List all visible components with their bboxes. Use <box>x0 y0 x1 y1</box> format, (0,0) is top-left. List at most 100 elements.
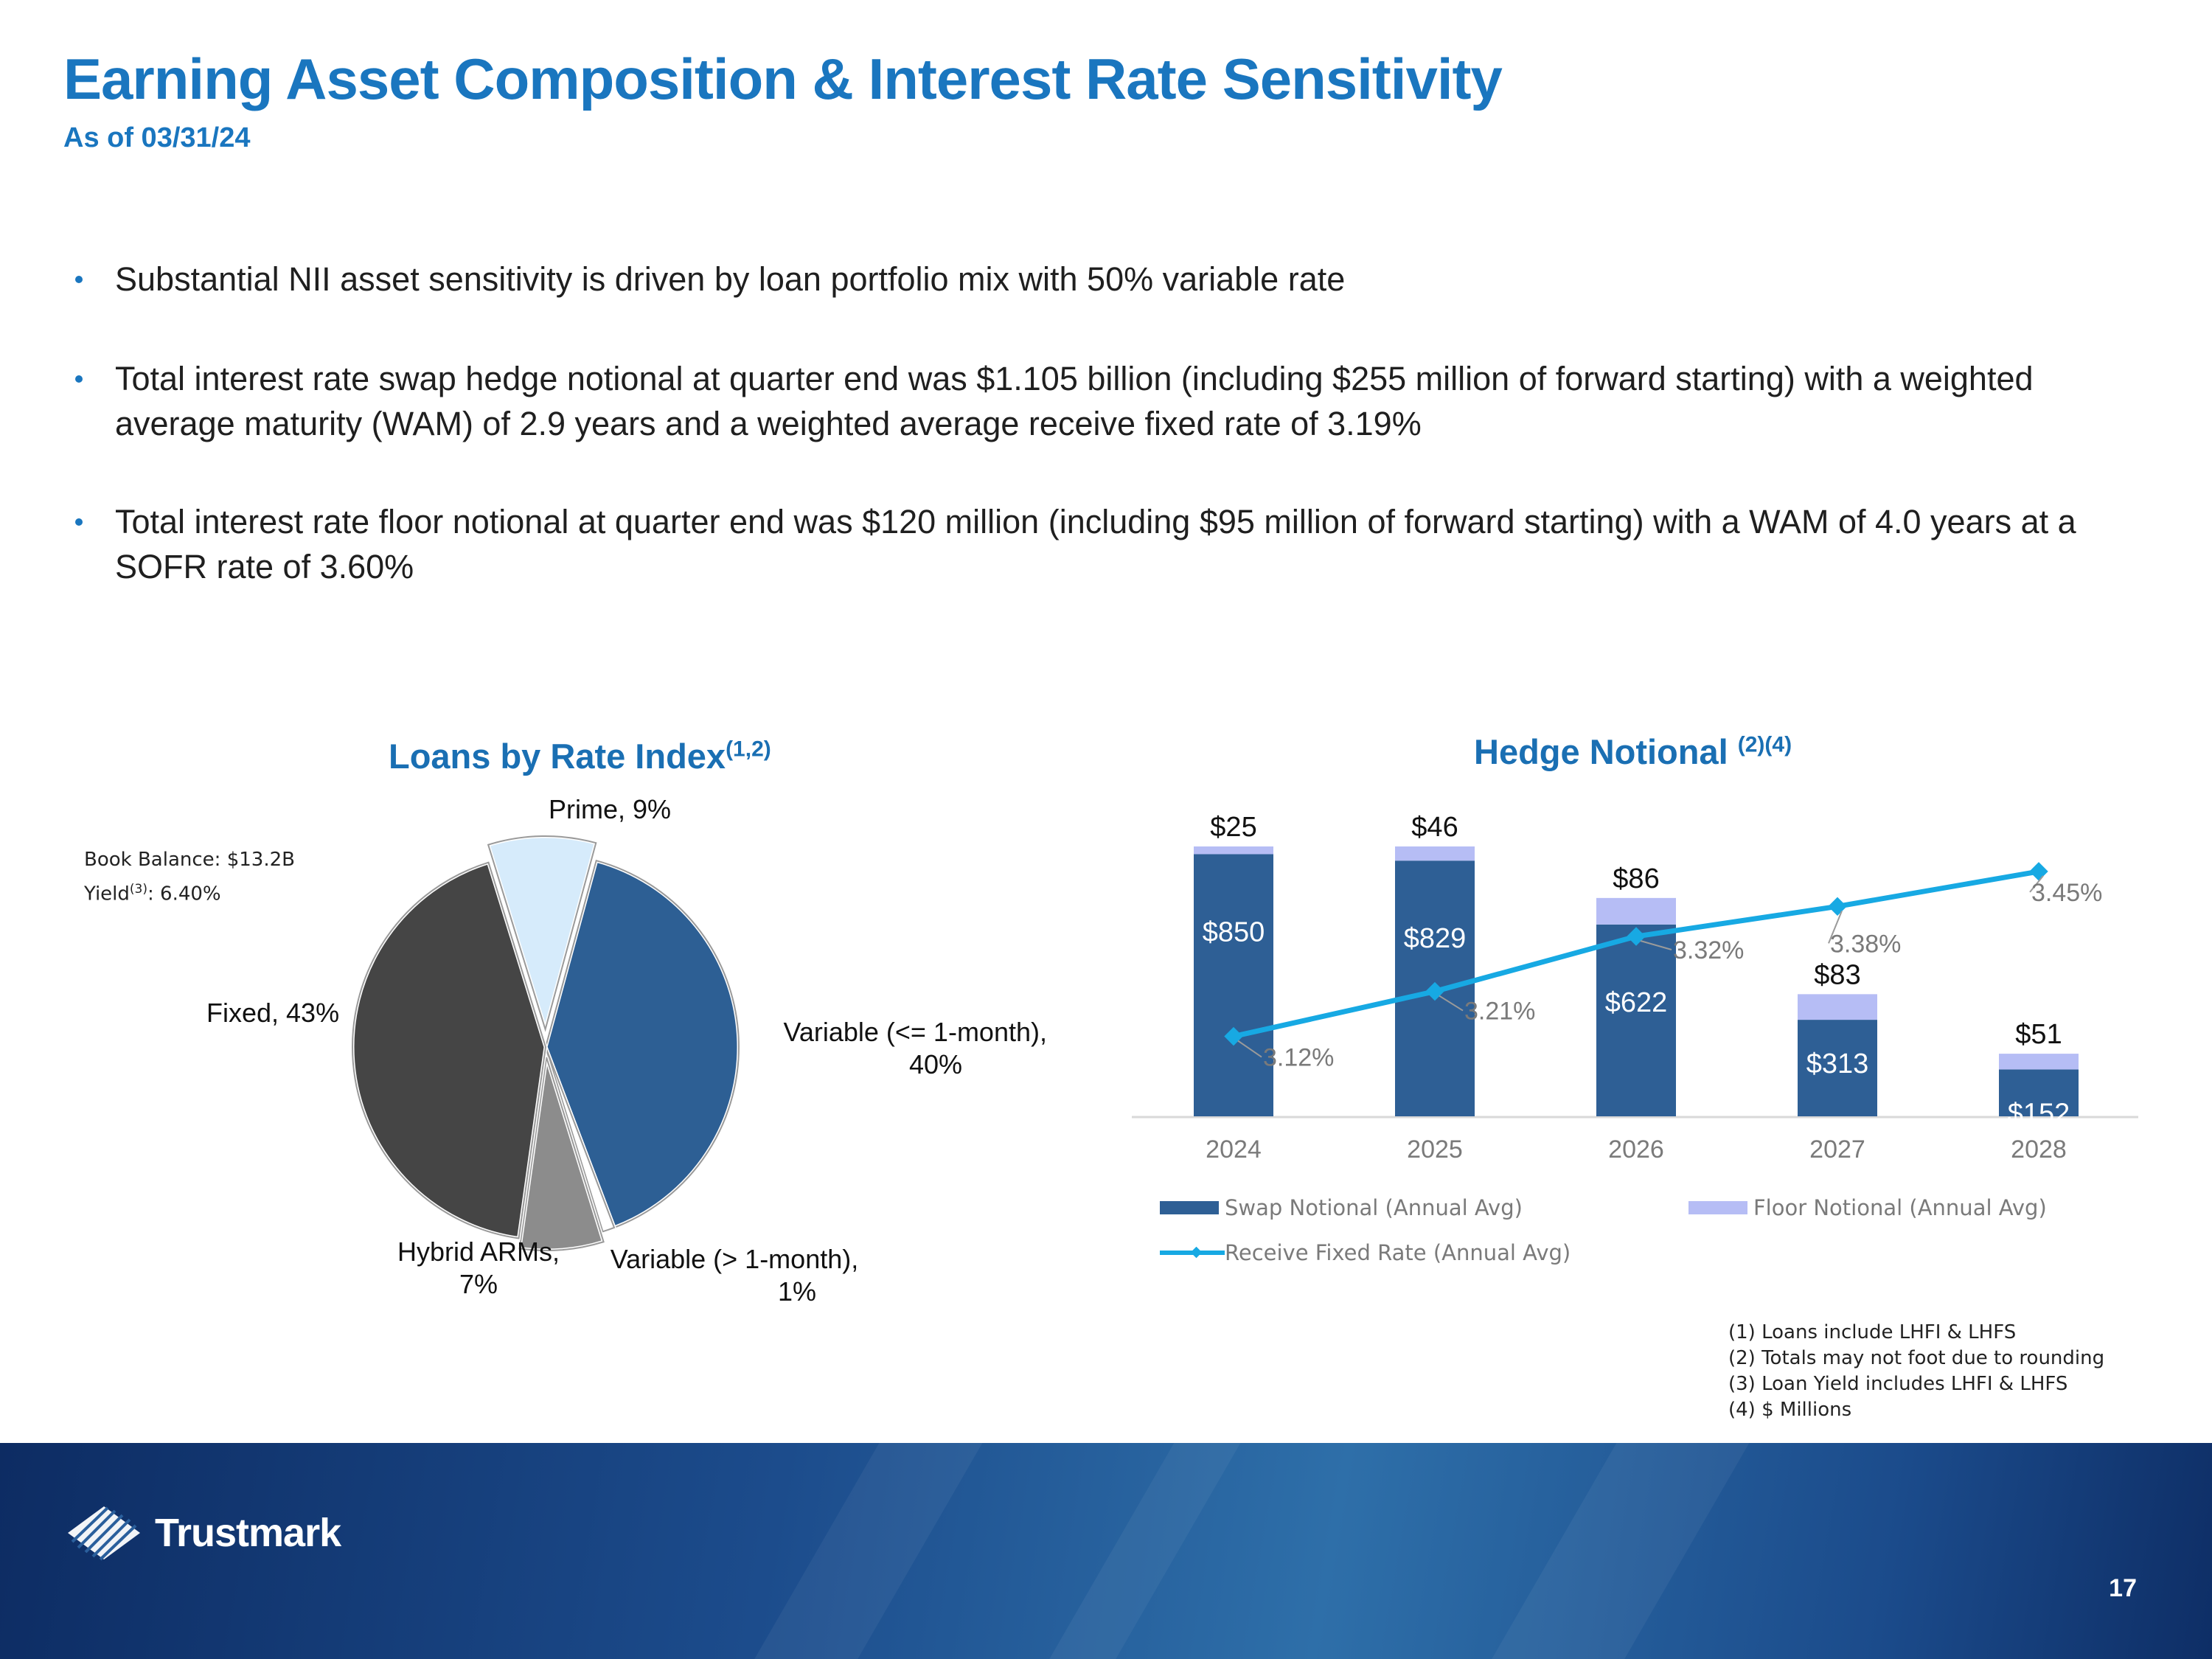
pie-chart-title: Loans by Rate Index(1,2) <box>389 736 771 776</box>
rate-label-2028: 3.45% <box>2031 879 2102 907</box>
bullet-list: Substantial NII asset sensitivity is dri… <box>74 257 2124 644</box>
pie-label-fixed: Fixed, 43% <box>206 998 340 1028</box>
loan-yield-label: Yield <box>84 883 130 905</box>
legend-swap-label: Swap Notional (Annual Avg) <box>1225 1195 1523 1220</box>
bar-floor-2024 <box>1194 846 1273 855</box>
pie-label-variable-long-line1: Variable (> 1-month), <box>610 1244 859 1274</box>
bar-swap-2024 <box>1194 854 1273 1116</box>
bar-floor-label-2025: $46 <box>1411 812 1458 843</box>
bar-swap-label-2026: $622 <box>1605 987 1668 1018</box>
bullet-dot-icon <box>75 375 83 383</box>
bullet-text: Substantial NII asset sensitivity is dri… <box>115 260 1346 298</box>
rate-leader-line <box>1828 910 1843 944</box>
pie-slice-outline-fixed <box>352 861 547 1239</box>
rate-leader-line <box>1439 995 1464 1012</box>
legend-floor-swatch <box>1688 1201 1747 1214</box>
bullet-dot-icon <box>75 518 83 526</box>
pie-label-variable-short: Variable (<= 1-month), 40% <box>767 1016 1047 1081</box>
loan-yield-sup: (3) <box>129 882 147 897</box>
bullet-text: Total interest rate swap hedge notional … <box>115 360 2034 442</box>
brand-name: Trustmark <box>155 1511 341 1555</box>
page-number: 17 <box>2109 1574 2137 1602</box>
bullet-text: Total interest rate floor notional at qu… <box>115 503 2076 585</box>
legend-swap-swatch <box>1160 1201 1219 1214</box>
loan-yield: Yield(3): 6.40% <box>84 874 295 909</box>
hedge-notional-chart: $850 $25 2024 $829 $46 2025 $622 $86 2026 $313 $83… <box>1132 812 2138 1164</box>
legend-floor-label: Floor Notional (Annual Avg) <box>1753 1195 2047 1220</box>
pie-label-variable-long-line2: 1% <box>777 1276 817 1307</box>
pie-slice-outline-variable-long <box>545 1046 616 1233</box>
pie-label-hybrid-line2: 7% <box>459 1269 498 1299</box>
book-balance: Book Balance: $13.2B <box>84 849 295 871</box>
pie-slice-outline-variable-short <box>544 859 740 1229</box>
footnote-3: (3) Loan Yield includes LHFI & LHFS <box>1728 1373 2068 1395</box>
bar-floor-2025 <box>1395 846 1475 861</box>
rate-point-2027 <box>1828 897 1847 917</box>
loan-yield-value: : 6.40% <box>147 883 221 905</box>
bullet-item: Total interest rate floor notional at qu… <box>74 499 2124 589</box>
rate-point-2028 <box>2029 862 2048 881</box>
footer-stripe <box>1463 1443 1767 1659</box>
bar-floor-label-2024: $25 <box>1210 812 1256 843</box>
bar-floor-label-2028: $51 <box>2015 1019 2062 1050</box>
pie-label-hybrid-line1: Hybrid ARMs, <box>397 1237 560 1267</box>
trustmark-logo-icon <box>68 1506 140 1561</box>
pie-chart-title-sup: (1,2) <box>726 737 771 762</box>
bar-floor-label-2027: $83 <box>1814 959 1860 990</box>
legend-floor: Floor Notional (Annual Avg) <box>1688 1195 2047 1220</box>
bar-chart-title-text: Hedge Notional <box>1474 732 1738 771</box>
bar-floor-2026 <box>1596 897 1676 925</box>
bullet-dot-icon <box>75 276 83 283</box>
bullet-item: Substantial NII asset sensitivity is dri… <box>74 257 2124 302</box>
footnote-4: (4) $ Millions <box>1728 1399 1852 1421</box>
rate-leader-line <box>2029 875 2044 893</box>
bar-swap-2028 <box>1999 1069 2079 1116</box>
pie-slice-outline-prime <box>487 835 597 1032</box>
page-title: Earning Asset Composition & Interest Rat… <box>63 46 1503 111</box>
rate-label-2027: 3.38% <box>1830 930 1901 958</box>
bar-swap-label-2028: $152 <box>2008 1098 2070 1129</box>
legend-rate-swatch <box>1160 1246 1225 1259</box>
pie-chart-title-text: Loans by Rate Index <box>389 737 726 776</box>
bar-swap-label-2024: $850 <box>1203 917 1265 947</box>
x-tick-label-2027: 2027 <box>1809 1135 1865 1164</box>
bar-floor-label-2026: $86 <box>1613 863 1659 894</box>
rate-leader-line <box>1237 1040 1262 1058</box>
footnote-1: (1) Loans include LHFI & LHFS <box>1728 1321 2017 1343</box>
rate-leader-line <box>1640 940 1672 950</box>
pie-label-hybrid: Hybrid ARMs, 7% <box>386 1236 571 1301</box>
rate-label-2024: 3.12% <box>1263 1044 1334 1072</box>
bar-floor-2028 <box>1999 1054 2079 1070</box>
footnotes: (1) Loans include LHFI & LHFS (2) Totals… <box>1728 1320 2104 1423</box>
loans-pie-chart <box>350 834 741 1253</box>
pie-label-variable-short-line2: 40% <box>908 1049 962 1079</box>
pie-label-variable-short-line1: Variable (<= 1-month), <box>783 1017 1047 1047</box>
footer-banner: Trustmark 17 <box>0 1443 2212 1659</box>
footer-stripe <box>1020 1443 1258 1659</box>
legend-rate: Receive Fixed Rate (Annual Avg) <box>1160 1240 1571 1265</box>
bar-swap-2027 <box>1798 1020 1877 1116</box>
pie-label-prime: Prime, 9% <box>549 794 672 824</box>
bullet-item: Total interest rate swap hedge notional … <box>74 356 2124 446</box>
bar-chart-title: Hedge Notional (2)(4) <box>1474 731 1792 772</box>
rate-label-2026: 3.32% <box>1673 936 1744 964</box>
book-balance-box: Book Balance: $13.2B Yield(3): 6.40% <box>84 845 295 909</box>
footnote-2: (2) Totals may not foot due to rounding <box>1728 1347 2105 1369</box>
x-tick-label-2024: 2024 <box>1206 1135 1262 1164</box>
rate-label-2025: 3.21% <box>1464 998 1535 1026</box>
brand: Trustmark <box>63 1503 341 1562</box>
legend-rate-label: Receive Fixed Rate (Annual Avg) <box>1225 1240 1571 1265</box>
bar-swap-2026 <box>1596 924 1676 1116</box>
x-tick-label-2028: 2028 <box>2011 1135 2067 1164</box>
bar-floor-2027 <box>1798 994 1877 1020</box>
x-tick-label-2026: 2026 <box>1608 1135 1664 1164</box>
legend-swap: Swap Notional (Annual Avg) <box>1160 1195 1523 1220</box>
bar-swap-label-2025: $829 <box>1404 923 1467 954</box>
footer-stripe <box>726 1443 1000 1659</box>
pie-label-variable-long: Variable (> 1-month), 1% <box>602 1243 867 1308</box>
bar-chart-title-sup: (2)(4) <box>1737 732 1792 757</box>
pie-slice-outline-hybrid <box>518 1057 605 1251</box>
x-tick-label-2025: 2025 <box>1407 1135 1463 1164</box>
bar-swap-label-2027: $313 <box>1806 1048 1869 1079</box>
page-subtitle: As of 03/31/24 <box>63 122 251 153</box>
